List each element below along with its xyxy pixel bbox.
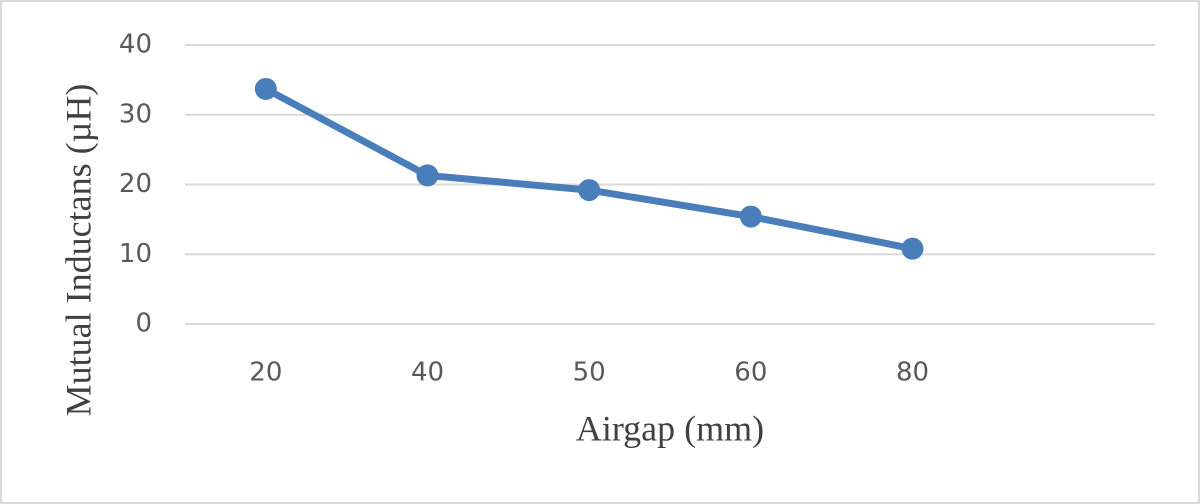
data-point [901, 237, 924, 260]
y-tick-label: 20 [119, 169, 152, 199]
y-tick-label: 40 [119, 30, 152, 60]
x-axis-title: Airgap (mm) [576, 408, 764, 448]
x-tick-label: 40 [411, 358, 444, 388]
data-point [416, 164, 439, 187]
y-tick-label: 0 [135, 309, 152, 339]
x-tick-label: 80 [896, 358, 929, 388]
y-axis-title: Mutual Inductans (µH) [58, 84, 98, 417]
data-point [739, 205, 762, 228]
x-tick-label: 50 [573, 358, 606, 388]
data-point [578, 179, 601, 202]
x-tick-label: 20 [249, 358, 282, 388]
y-tick-label: 10 [119, 239, 152, 269]
x-tick-label: 60 [734, 358, 767, 388]
data-point [254, 77, 277, 100]
y-tick-label: 30 [119, 99, 152, 129]
